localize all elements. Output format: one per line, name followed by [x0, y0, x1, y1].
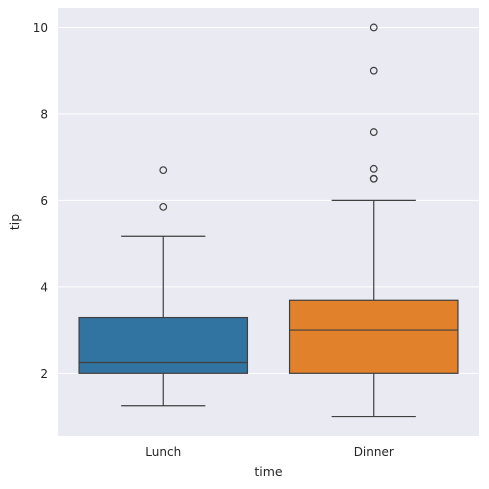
y-tick-label: 10 — [33, 21, 48, 35]
outlier-point — [159, 166, 168, 175]
x-tick-label: Lunch — [145, 445, 181, 459]
y-tick-label: 8 — [40, 107, 48, 121]
y-tick-label: 4 — [40, 280, 48, 294]
x-tick-label: Dinner — [354, 445, 394, 459]
outlier-point — [159, 202, 168, 211]
y-axis-label: tip — [7, 214, 22, 230]
box-dinner — [288, 299, 459, 374]
box-plots — [78, 23, 459, 418]
tick-labels: 2 4 6 8 10 Lunch Dinner — [33, 21, 394, 459]
y-tick-label: 6 — [40, 194, 48, 208]
outlier-point — [369, 164, 378, 173]
x-axis-label: time — [254, 464, 283, 479]
y-tick-label: 2 — [40, 367, 48, 381]
box-lunch — [78, 316, 249, 374]
outlier-point — [369, 128, 378, 136]
outlier-point — [369, 66, 378, 75]
outlier-point — [369, 23, 378, 32]
outlier-point — [369, 174, 378, 183]
